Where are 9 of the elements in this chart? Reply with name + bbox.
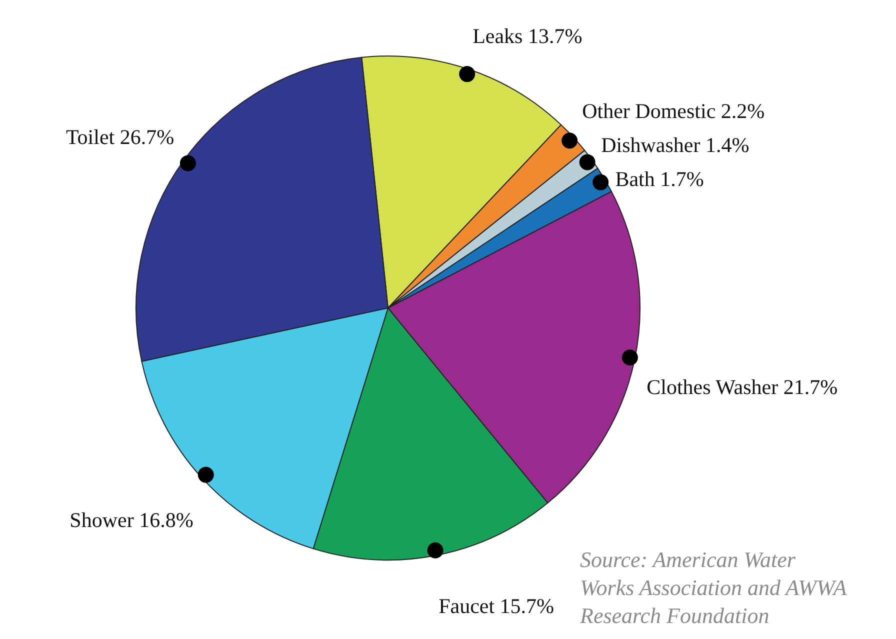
slice-label: Toilet 26.7% bbox=[66, 124, 174, 149]
slice-label: Leaks 13.7% bbox=[472, 24, 582, 48]
slice-label: Bath 1.7% bbox=[615, 167, 704, 192]
slice-label: Clothes Washer 21.7% bbox=[646, 375, 838, 400]
slice-label: Dishwasher 1.4% bbox=[601, 133, 750, 158]
slice-label: Shower 16.8% bbox=[70, 508, 194, 532]
source-note: Source: American Water Works Association and AWWA Research Foundation bbox=[580, 546, 848, 630]
slice-label: Other Domestic 2.2% bbox=[582, 99, 765, 124]
slice-label: Faucet 15.7% bbox=[438, 594, 554, 618]
